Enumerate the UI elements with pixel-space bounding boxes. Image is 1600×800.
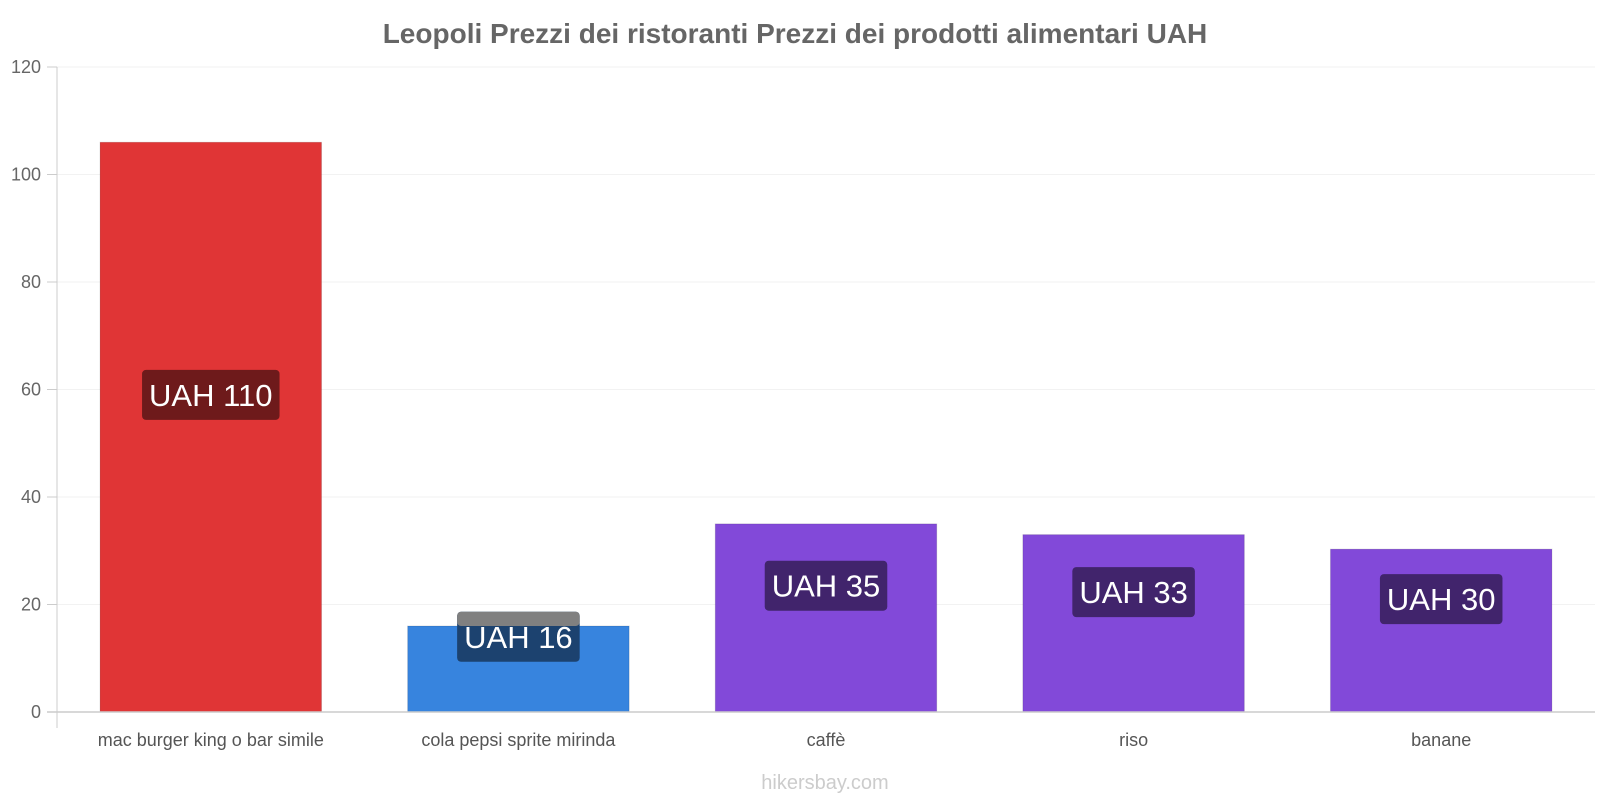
- category-label: caffè: [807, 730, 846, 750]
- data-label-box-overflow: [457, 611, 580, 626]
- y-tick-label: 120: [11, 57, 41, 77]
- y-tick-label: 100: [11, 165, 41, 185]
- data-label: UAH 16: [457, 611, 580, 662]
- data-label-text: UAH 35: [772, 569, 881, 604]
- data-label-box: [1379, 574, 1503, 625]
- y-axis-ticks: 0 20 40 60 80 100 120: [11, 57, 57, 722]
- data-label-box: [1072, 567, 1195, 618]
- bar-series: [99, 141, 1553, 713]
- chart-title: Leopoli Prezzi dei ristoranti Prezzi dei…: [383, 18, 1208, 49]
- data-label-text: UAH 33: [1079, 575, 1188, 610]
- y-tick-label: 60: [21, 380, 41, 400]
- data-label-text: UAH 110: [149, 378, 273, 413]
- bar: [1022, 534, 1245, 713]
- category-label: riso: [1119, 730, 1148, 750]
- data-label: UAH 30: [1379, 574, 1503, 625]
- y-tick-label: 20: [21, 595, 41, 615]
- axes: [47, 67, 1595, 728]
- data-label-box: [764, 560, 888, 611]
- y-tick-label: 0: [31, 702, 41, 722]
- data-label: UAH 33: [1072, 567, 1195, 618]
- bar: [1329, 548, 1553, 713]
- bar: [714, 523, 938, 713]
- category-label: mac burger king o bar simile: [98, 730, 324, 750]
- watermark: hikersbay.com: [761, 772, 888, 794]
- data-label: UAH 35: [764, 560, 888, 611]
- data-label: UAH 110: [142, 369, 280, 420]
- category-labels: mac burger king o bar simile cola pepsi s…: [98, 730, 1471, 750]
- data-labels: UAH 110 UAH 16 UAH 35 UAH 33 UAH 30: [142, 369, 1503, 662]
- y-tick-label: 80: [21, 272, 41, 292]
- data-label-text: UAH 16: [464, 620, 573, 655]
- category-label: cola pepsi sprite mirinda: [421, 730, 616, 750]
- data-label-text: UAH 30: [1387, 582, 1496, 617]
- bar: [99, 141, 323, 713]
- data-label-box: [142, 369, 280, 420]
- y-tick-label: 40: [21, 487, 41, 507]
- category-label: banane: [1411, 730, 1471, 750]
